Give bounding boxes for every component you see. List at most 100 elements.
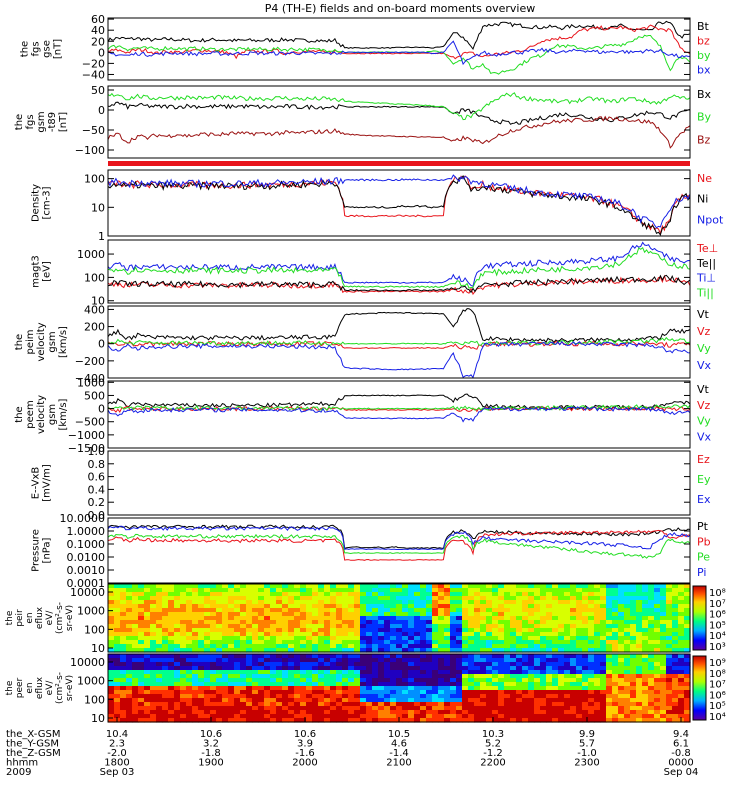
legend-entry: Vx: [697, 430, 712, 443]
separator-band: [108, 161, 690, 166]
y-axis-label: (cm²-s-: [55, 672, 65, 704]
ephemeris-value: -1.4: [389, 748, 409, 759]
series-line-pressure-2: [108, 533, 690, 559]
series-line-peim-0: [108, 308, 690, 344]
y-tick-label: −400: [75, 372, 105, 385]
panel-frame: [107, 517, 691, 584]
series-line-pressure-0: [108, 524, 690, 549]
legend-entry: Vz: [697, 325, 711, 338]
y-axis-label: Density: [31, 184, 42, 222]
panel-frame: [107, 450, 691, 516]
ephemeris-value: -1.0: [577, 748, 597, 759]
ephemeris-value: 5.7: [579, 739, 595, 750]
legend-entry: Ti||: [696, 286, 714, 299]
y-tick-label: 0.1000: [67, 538, 106, 551]
y-axis-label: peer: [15, 677, 25, 698]
y-axis-label: velocity: [36, 395, 47, 434]
legend-entry: Vt: [697, 308, 710, 321]
y-tick-label: 0.0100: [67, 551, 106, 564]
legend-entry: bz: [697, 35, 710, 48]
y-axis-label: peir: [15, 609, 25, 627]
ephemeris-row-label: the_Z-GSM: [6, 748, 61, 759]
y-axis-label: sr-eV): [65, 675, 75, 701]
colorbar-tick-label: 10⁹: [709, 658, 726, 669]
panel-temp: 1000 100 10 magt3 [eV] Te⊥ Te|| Ti⊥Ti||: [31, 239, 718, 308]
series-line-density-2: [108, 174, 690, 229]
ephemeris-value: 9.4: [673, 729, 689, 740]
y-tick-label: 1.0000: [67, 525, 106, 538]
ephemeris-row-label: the_X-GSM: [6, 729, 60, 740]
ephemeris-value: 1900: [198, 758, 223, 769]
panel-efield: 1.00.80.60.40.20.0 E--VxB [mV/m] Ez Ey Ex: [31, 445, 711, 522]
legend-entry: Bx: [697, 88, 712, 101]
ephemeris-value: 4.6: [391, 739, 407, 750]
series-line-pressure-3: [108, 525, 690, 551]
y-axis-label: sr-eV): [65, 605, 75, 631]
y-axis-label: eV/: [45, 610, 55, 626]
y-axis-label: Pressure: [31, 529, 42, 572]
legend-entry: Vz: [697, 399, 711, 412]
y-tick-label: 20: [91, 35, 105, 48]
y-tick-label: 0.2: [88, 496, 106, 509]
legend-entry: Te⊥: [696, 242, 718, 255]
y-axis-label: the: [14, 114, 25, 130]
ephemeris-value: 1800: [104, 758, 129, 769]
y-axis-label: -t89: [47, 112, 58, 132]
y-tick-label: 10.0000: [60, 512, 106, 525]
y-axis-label: [nT]: [58, 112, 69, 132]
y-tick-label: −1000: [68, 429, 105, 442]
ephemeris-value: 2.3: [109, 739, 125, 750]
ephemeris-value: -1.2: [483, 748, 503, 759]
spectrogram-frame: [107, 583, 691, 653]
y-tick-label: 0.6: [88, 471, 106, 484]
ephemeris-value: -1.8: [201, 748, 221, 759]
y-axis-label: eflux: [35, 676, 45, 699]
y-axis-label: the: [5, 680, 15, 695]
y-axis-label: en: [25, 612, 35, 623]
colorbar-tick-label: 10⁶: [709, 690, 726, 701]
ephemeris-value: 10.6: [200, 729, 222, 740]
figure-title: P4 (TH-E) fields and on-board moments ov…: [265, 2, 536, 15]
legend-entry: Ez: [697, 453, 710, 466]
y-tick-label: −40: [82, 68, 105, 81]
y-axis-label: fgs: [31, 41, 42, 56]
colorbar-tick-label: 10⁴: [709, 631, 726, 642]
y-tick-label: −50: [82, 124, 105, 137]
y-axis-label: the: [5, 610, 15, 625]
panel-frame: [107, 380, 691, 449]
y-tick-label: 10: [91, 642, 105, 655]
y-tick-label: 100: [84, 271, 105, 284]
legend-entry: Ey: [697, 473, 711, 486]
legend-entry: Ne: [697, 172, 712, 185]
legend-entry: bx: [697, 64, 711, 77]
y-tick-label: 1000: [77, 248, 105, 261]
ephemeris-value: 0000: [668, 758, 693, 769]
y-tick-label: −500: [75, 416, 105, 429]
y-tick-label: 0.0001: [67, 577, 106, 590]
y-axis-label: magt3: [31, 255, 42, 288]
legend-entry: Pb: [697, 535, 711, 548]
y-tick-label: 0: [98, 338, 105, 351]
ephemeris-value: 10.3: [482, 729, 504, 740]
series-line-fgs-gse-1: [108, 24, 690, 60]
series-line-fgs-gsm-1: [108, 92, 690, 121]
y-axis-label: the: [20, 41, 31, 57]
colorbar-tick-label: 10⁵: [709, 701, 726, 712]
y-axis-label: eflux: [35, 606, 45, 629]
date-start-label: Sep 03: [100, 767, 135, 778]
y-axis-label: gse: [42, 40, 53, 58]
y-tick-label: 0.4: [88, 483, 106, 496]
legend-entry: by: [697, 49, 711, 62]
y-axis-label: gsm: [47, 404, 58, 425]
panel-peim: 400 200 0 −200 −400 the peim velocity gsm [km/s] V…: [14, 303, 712, 385]
legend-entry: Vx: [697, 359, 712, 372]
colorbar-tick-label: 10³: [709, 642, 726, 653]
series-line-peim-3: [108, 340, 690, 378]
year-label: 2009: [6, 767, 31, 778]
y-tick-label: 60: [91, 13, 105, 26]
legend-entry: Te||: [696, 257, 716, 270]
colorbar: [692, 585, 707, 651]
y-tick-label: 10: [91, 712, 105, 725]
ephemeris-value: 2100: [386, 758, 411, 769]
